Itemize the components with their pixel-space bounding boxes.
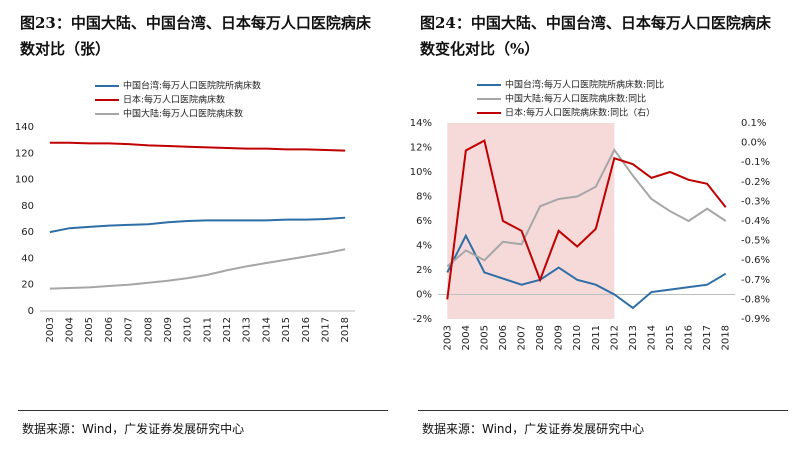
series-line xyxy=(49,216,346,234)
y-tick-label: 12% xyxy=(410,143,432,154)
x-tick-label: 2005 xyxy=(84,317,95,342)
x-tick-label: 2003 xyxy=(442,325,453,350)
legend-label: 中国台湾:每万人口医院院所病床数 xyxy=(123,80,261,92)
y-tick-label: -2% xyxy=(413,314,432,325)
x-tick-label: 2004 xyxy=(65,317,76,342)
divider xyxy=(18,410,388,411)
legend-label: 日本:每万人口医院病床数:同比（右） xyxy=(505,107,655,119)
chart-panel: 图23：中国大陆、中国台湾、日本每万人口医院病床数对比（张） 数据来源：Wind，… xyxy=(0,0,392,452)
highlight-band xyxy=(447,123,615,319)
x-tick-label: 2008 xyxy=(143,317,154,342)
x-tick-label: 2011 xyxy=(591,325,602,350)
y2-tick-label: -0.8% xyxy=(741,294,770,305)
x-tick-label: 2009 xyxy=(163,317,174,342)
chart-title: 图23：中国大陆、中国台湾、日本每万人口医院病床数对比（张） xyxy=(20,14,371,58)
y-tick-label: 120 xyxy=(15,148,34,159)
x-tick-label: 2016 xyxy=(684,325,695,350)
x-tick-label: 2015 xyxy=(665,325,676,350)
x-tick-label: 2009 xyxy=(554,325,565,350)
x-tick-label: 2008 xyxy=(535,325,546,350)
y-tick-label: 60 xyxy=(21,227,34,238)
series-line xyxy=(446,148,727,268)
x-tick-label: 2018 xyxy=(340,317,351,342)
x-tick-label: 2003 xyxy=(45,317,56,342)
x-tick-label: 2004 xyxy=(461,325,472,350)
legend-label: 中国大陆:每万人口医院病床数:同比 xyxy=(505,93,646,105)
y-tick-label: 80 xyxy=(21,201,34,212)
x-tick-label: 2011 xyxy=(202,317,213,342)
y2-tick-label: 0.0% xyxy=(741,138,766,149)
y-tick-label: 2% xyxy=(416,265,432,276)
source-note: 数据来源：Wind，广发证券发展研究中心 xyxy=(422,422,645,436)
series-line xyxy=(446,233,727,310)
y-tick-label: 140 xyxy=(15,122,34,133)
y-tick-label: 14% xyxy=(410,118,432,129)
legend-label: 日本:每万人口医院病床数 xyxy=(123,94,225,106)
y-tick-label: 0 xyxy=(28,306,34,317)
chart-panel: 图24：中国大陆、中国台湾、日本每万人口医院病床数变化对比（%） 数据来源：Win… xyxy=(400,0,792,452)
y2-tick-label: -0.1% xyxy=(741,157,770,168)
y-tick-label: 0% xyxy=(416,290,432,301)
y2-tick-label: 0.1% xyxy=(741,118,766,129)
y2-tick-label: -0.6% xyxy=(741,255,770,266)
y-tick-label: 10% xyxy=(410,167,432,178)
x-tick-label: 2006 xyxy=(104,317,115,342)
y-tick-label: 8% xyxy=(416,192,432,203)
x-tick-label: 2007 xyxy=(124,317,135,342)
series-line xyxy=(49,248,346,290)
y-tick-label: 100 xyxy=(15,175,34,186)
x-tick-label: 2010 xyxy=(572,325,583,350)
y-tick-label: 40 xyxy=(21,253,34,264)
chart-title: 图24：中国大陆、中国台湾、日本每万人口医院病床数变化对比（%） xyxy=(420,14,771,58)
x-tick-label: 2006 xyxy=(498,325,509,350)
series-line xyxy=(49,141,346,152)
y2-tick-label: -0.3% xyxy=(741,196,770,207)
legend-label: 中国台湾:每万人口医院院所病床数:同比 xyxy=(505,79,664,91)
x-tick-label: 2015 xyxy=(281,317,292,342)
series-line xyxy=(446,139,727,300)
x-tick-label: 2016 xyxy=(301,317,312,342)
y-tick-label: 4% xyxy=(416,241,432,252)
x-tick-label: 2012 xyxy=(609,325,620,350)
y2-tick-label: -0.2% xyxy=(741,177,770,188)
legend-label: 中国大陆:每万人口医院病床数 xyxy=(123,108,243,120)
y2-tick-label: -0.9% xyxy=(741,314,770,325)
x-tick-label: 2010 xyxy=(183,317,194,342)
x-tick-label: 2017 xyxy=(702,325,713,350)
x-tick-label: 2018 xyxy=(721,325,732,350)
x-tick-label: 2014 xyxy=(646,325,657,350)
y2-tick-label: -0.5% xyxy=(741,236,770,247)
source-note: 数据来源：Wind，广发证券发展研究中心 xyxy=(22,422,245,436)
divider xyxy=(418,410,788,411)
x-tick-label: 2012 xyxy=(222,317,233,342)
y-tick-label: 6% xyxy=(416,216,432,227)
x-tick-label: 2014 xyxy=(261,317,272,342)
y2-tick-label: -0.7% xyxy=(741,275,770,286)
x-tick-label: 2013 xyxy=(628,325,639,350)
x-tick-label: 2013 xyxy=(242,317,253,342)
y-tick-label: 20 xyxy=(21,280,34,291)
x-tick-label: 2017 xyxy=(320,317,331,342)
x-tick-label: 2007 xyxy=(517,325,528,350)
x-tick-label: 2005 xyxy=(479,325,490,350)
y2-tick-label: -0.4% xyxy=(741,216,770,227)
